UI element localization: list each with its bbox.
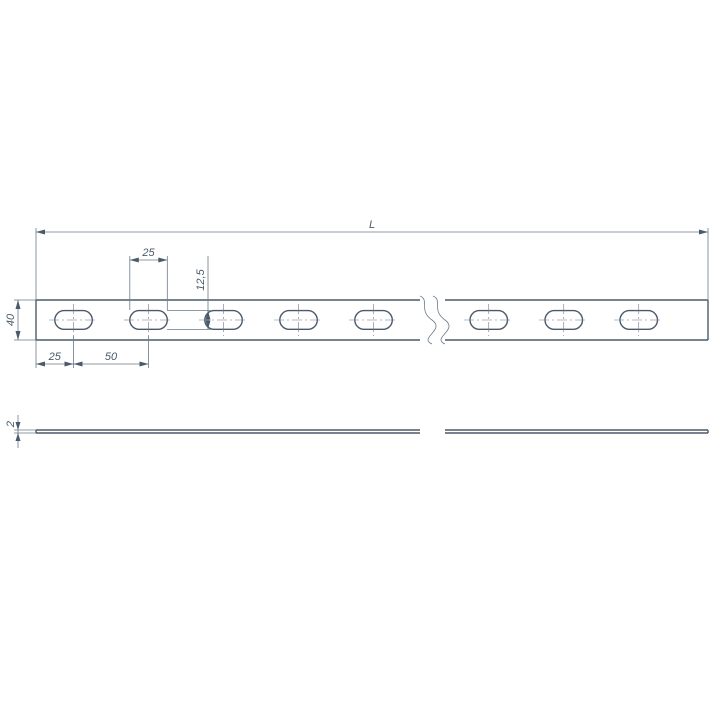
technical-drawing: L 40 25 12,5 25 50 <box>0 0 724 724</box>
dim-pitch-text: 50 <box>105 351 118 363</box>
break-line-top <box>420 296 436 344</box>
dim-slotlen-text: 25 <box>141 247 155 259</box>
top-view <box>36 296 708 344</box>
dim-thk-text: 2 <box>5 421 17 428</box>
slot-centerlines <box>49 304 663 336</box>
dim-40-text: 40 <box>5 313 17 326</box>
dim-slotw-text: 12,5 <box>195 268 207 290</box>
side-view: 2 <box>5 415 708 448</box>
dimensions-top: L 40 25 12,5 25 50 <box>5 219 708 368</box>
dim-L-text: L <box>369 219 375 231</box>
dim-first-text: 25 <box>48 351 62 363</box>
